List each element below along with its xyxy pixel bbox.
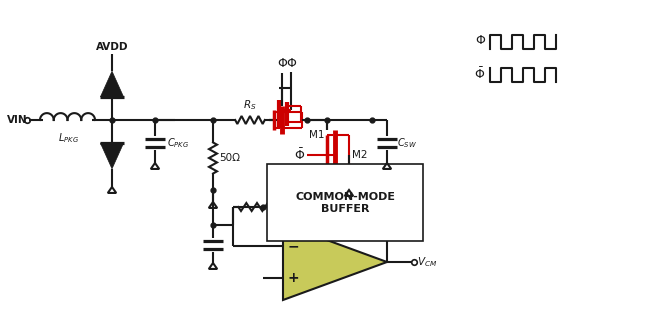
Text: $\bar{Φ}$: $\bar{Φ}$: [294, 147, 305, 163]
Text: −: −: [287, 239, 299, 253]
Text: $L_{PKG}$: $L_{PKG}$: [58, 131, 79, 145]
Text: +: +: [287, 271, 299, 285]
Text: Φ: Φ: [277, 57, 287, 70]
Text: $R_S$: $R_S$: [243, 98, 257, 112]
Text: Φ: Φ: [286, 57, 296, 70]
Text: COMMON-MODE
BUFFER: COMMON-MODE BUFFER: [295, 192, 395, 214]
Text: VIN: VIN: [7, 115, 27, 125]
Text: $V_{CM}$: $V_{CM}$: [417, 255, 437, 269]
Text: $C_{SW}$: $C_{SW}$: [397, 136, 417, 150]
Text: $\bar{Φ}$: $\bar{Φ}$: [474, 66, 485, 82]
Text: M2: M2: [352, 150, 367, 160]
Text: 50Ω: 50Ω: [219, 153, 240, 163]
Polygon shape: [283, 224, 387, 300]
Polygon shape: [101, 143, 124, 169]
Polygon shape: [101, 71, 124, 97]
Text: AVDD: AVDD: [96, 42, 128, 52]
Text: Φ: Φ: [475, 35, 485, 47]
Text: $C_{PKG}$: $C_{PKG}$: [167, 136, 189, 150]
Text: M1: M1: [309, 130, 324, 140]
